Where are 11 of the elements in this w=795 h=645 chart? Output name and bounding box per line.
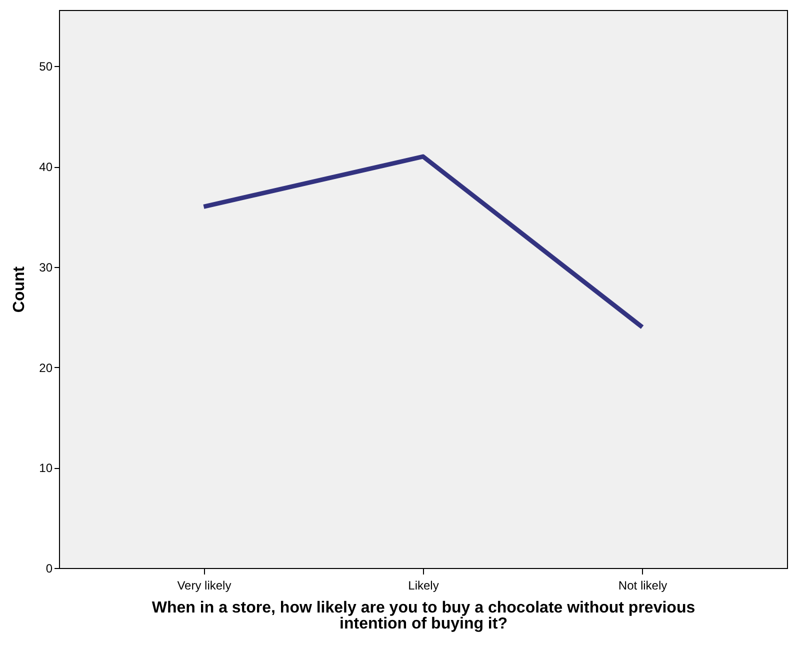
x-tick-label: Likely [408, 578, 439, 592]
x-tick-label: Not likely [618, 578, 668, 592]
x-axis-title: When in a store, how likely are you to buy a chocolate without previous intention of buying it? [152, 600, 696, 632]
x-tick-label: Very likely [177, 578, 232, 592]
y-tick-label: 30 [39, 260, 53, 274]
y-tick-label: 0 [46, 562, 53, 576]
y-tick-label: 20 [39, 360, 53, 375]
y-tick-label: 10 [39, 461, 53, 476]
y-tick-label: 50 [39, 60, 53, 74]
y-axis-title: Count [11, 266, 28, 313]
y-tick-label: 40 [39, 160, 53, 174]
